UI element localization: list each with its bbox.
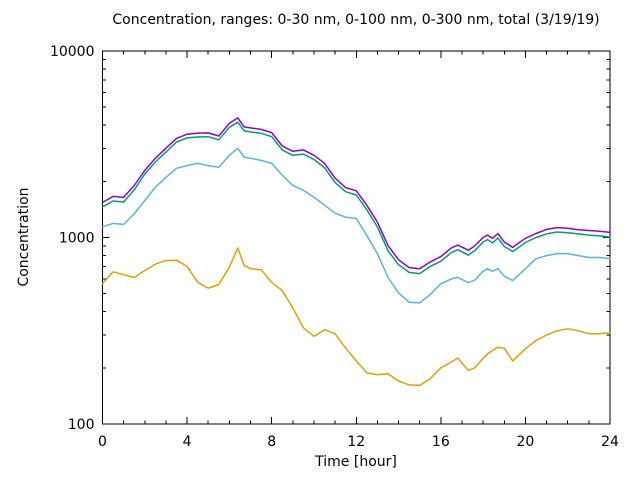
series-line-0-100-nm (101, 147, 611, 304)
x-tick-label: 24 (601, 434, 619, 450)
plot-border (102, 50, 611, 425)
chart-title: Concentration, ranges: 0-30 nm, 0-100 nm… (112, 12, 600, 28)
y-tick-label: 100 (68, 417, 95, 433)
x-tick-label: 20 (517, 434, 535, 450)
y-tick-label: 10000 (50, 44, 95, 60)
series-line-total (101, 117, 611, 270)
x-tick-label: 0 (98, 434, 107, 450)
x-tick-label: 16 (432, 434, 450, 450)
x-tick-label: 8 (267, 434, 276, 450)
series-line-0-300-nm (101, 121, 611, 275)
series-line-0-30-nm (101, 247, 611, 387)
x-tick-label: 12 (347, 434, 365, 450)
x-tick-label: 4 (183, 434, 192, 450)
x-axis-label: Time [hour] (315, 454, 397, 470)
y-tick-label: 1000 (59, 231, 95, 247)
